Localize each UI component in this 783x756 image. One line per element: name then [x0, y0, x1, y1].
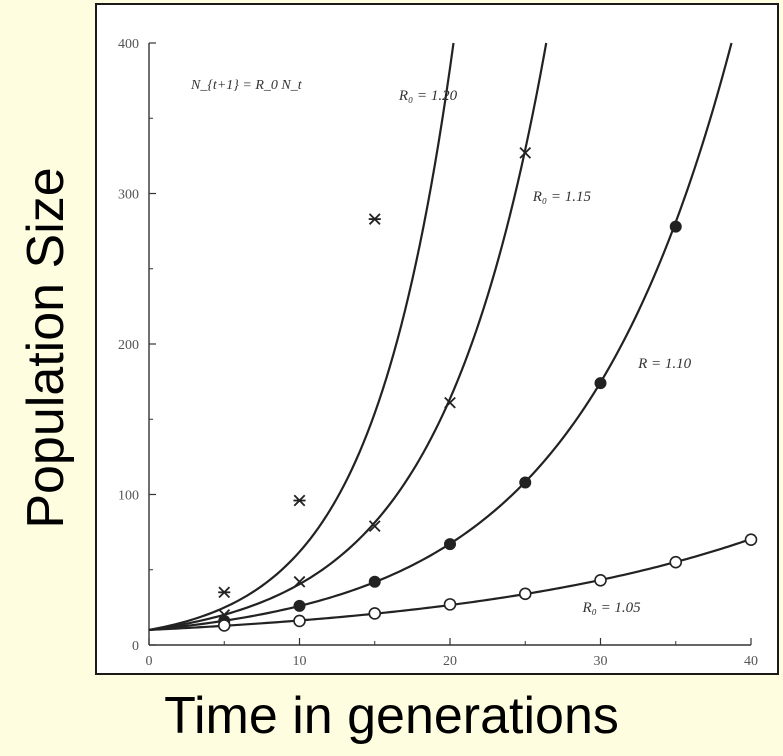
equation-label: N_{t+1} = R_0 N_t [190, 78, 303, 93]
data-point [218, 586, 231, 599]
data-point [444, 396, 456, 409]
data-point [669, 220, 682, 233]
annotations: N_{t+1} = R_0 N_t R₀ = 1.20 R₀ = 1.15 R = … [190, 78, 692, 616]
y-tick-label: 0 [132, 639, 139, 654]
data-point [594, 573, 607, 587]
data-point [744, 533, 758, 546]
data-point [368, 575, 381, 588]
data-point [594, 377, 607, 390]
data-point [293, 599, 306, 612]
series-label: R₀ = 1.20 [398, 88, 458, 104]
data-point [217, 619, 231, 632]
data-markers [217, 147, 758, 632]
data-point [669, 555, 683, 569]
marker-stroke [444, 396, 456, 409]
y-tick-label: 400 [118, 37, 139, 52]
growth-curve [148, 42, 455, 632]
series-label: R₀ = 1.05 [581, 600, 641, 616]
data-point [293, 575, 306, 588]
y-tick-label: 200 [118, 338, 139, 353]
data-point [368, 520, 381, 532]
marker-stroke [293, 575, 306, 588]
y-tick-label: 300 [118, 188, 139, 203]
axes [148, 43, 751, 646]
series-label: R₀ = 1.15 [532, 189, 592, 205]
series-label: R = 1.10 [637, 356, 692, 372]
marker-stroke [368, 520, 381, 532]
x-axis-title: Time in generations [164, 687, 619, 745]
growth-curve [148, 538, 752, 632]
growth-curve [148, 42, 548, 632]
x-tick-label: 10 [293, 654, 307, 669]
x-tick-label: 30 [594, 654, 608, 669]
data-point [444, 538, 456, 551]
y-tick-label: 100 [118, 489, 139, 504]
x-tick-label: 0 [146, 654, 153, 669]
data-point [368, 607, 382, 620]
data-point [518, 587, 532, 601]
marker-stroke [519, 147, 532, 159]
x-tick-label: 20 [443, 654, 457, 669]
data-point [368, 213, 381, 225]
x-tick-label: 40 [744, 654, 758, 669]
y-axis-title: Population Size [17, 167, 75, 529]
data-point [293, 494, 306, 507]
data-point [443, 598, 457, 611]
growth-curve [148, 42, 733, 632]
chart-frame: 0 10 20 30 40 0 100 200 300 400 N_{t+1} = R_0 N_t… [95, 3, 779, 675]
data-point [293, 614, 306, 628]
data-point [519, 147, 532, 159]
data-point [519, 476, 532, 489]
